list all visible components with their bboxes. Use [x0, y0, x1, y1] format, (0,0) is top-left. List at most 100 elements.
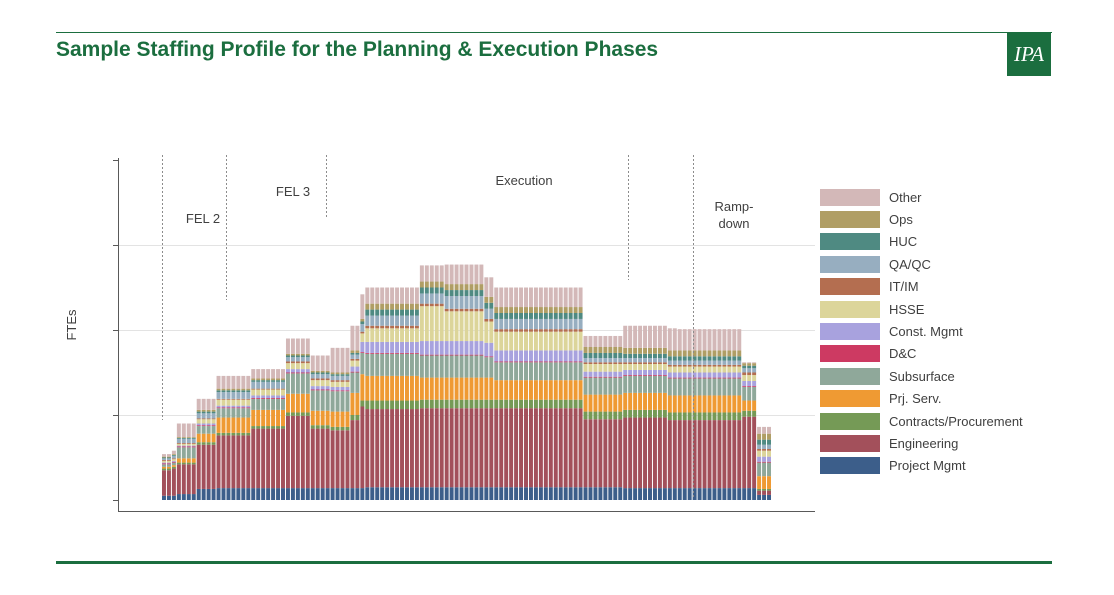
segment-const-mgmt: [226, 405, 231, 408]
segment-qa-qc: [608, 358, 613, 363]
segment-engineering: [548, 408, 553, 488]
segment-ops: [221, 388, 226, 391]
segment-huc: [464, 290, 469, 296]
segment-huc: [246, 390, 251, 393]
segment-prj-serv: [583, 394, 588, 412]
segment-engineering: [305, 415, 310, 489]
segment-huc: [162, 457, 166, 459]
segment-it-im: [593, 362, 598, 364]
segment-contracts-procurement: [687, 412, 692, 421]
segment-it-im: [315, 378, 320, 381]
segment-prj-serv: [484, 377, 489, 400]
segment-project-mgmt: [742, 488, 747, 500]
segment-d-c: [514, 361, 519, 363]
segment-it-im: [583, 362, 588, 364]
segment-const-mgmt: [196, 423, 201, 426]
segment-it-im: [355, 358, 360, 361]
segment-const-mgmt: [310, 386, 315, 390]
bar-107: [687, 329, 692, 500]
bar-91: [608, 335, 613, 500]
segment-other: [181, 423, 186, 438]
segment-prj-serv: [454, 377, 459, 400]
segment-ops: [603, 347, 608, 353]
segment-subsurface: [295, 373, 300, 394]
segment-prj-serv: [509, 380, 514, 400]
segment-contracts-procurement: [469, 399, 474, 409]
segment-huc: [454, 290, 459, 296]
segment-d-c: [702, 377, 707, 379]
segment-other: [251, 369, 256, 379]
segment-d-c: [300, 372, 305, 374]
segment-ops: [231, 388, 236, 391]
segment-qa-qc: [206, 413, 211, 419]
segment-project-mgmt: [350, 488, 355, 500]
segment-engineering: [380, 409, 385, 488]
segment-ops: [732, 350, 737, 357]
segment-hsse: [449, 311, 454, 342]
segment-huc: [414, 309, 419, 316]
segment-prj-serv: [494, 380, 499, 400]
segment-huc: [325, 372, 330, 375]
segment-d-c: [504, 361, 509, 363]
bar-16: [236, 375, 241, 500]
segment-qa-qc: [717, 360, 722, 365]
segment-const-mgmt: [558, 350, 563, 362]
segment-huc: [196, 411, 201, 414]
segment-qa-qc: [543, 318, 548, 330]
segment-ops: [747, 363, 752, 366]
segment-const-mgmt: [643, 369, 648, 376]
segment-hsse: [439, 306, 444, 342]
segment-engineering: [643, 417, 648, 489]
segment-ops: [707, 350, 712, 357]
segment-it-im: [504, 329, 509, 332]
segment-engineering: [211, 444, 216, 489]
segment-subsurface: [514, 362, 519, 381]
segment-contracts-procurement: [484, 399, 489, 409]
segment-other: [261, 369, 266, 379]
segment-huc: [747, 365, 752, 369]
segment-d-c: [251, 398, 256, 399]
segment-engineering: [588, 419, 593, 488]
segment-prj-serv: [236, 417, 241, 433]
segment-subsurface: [702, 378, 707, 396]
segment-d-c: [543, 361, 548, 363]
bar-40: [355, 325, 360, 500]
segment-ops: [494, 307, 499, 313]
segment-hsse: [707, 366, 712, 373]
segment-d-c: [325, 389, 330, 391]
segment-qa-qc: [166, 458, 171, 461]
segment-huc: [707, 356, 712, 361]
segment-hsse: [350, 360, 355, 367]
segment-const-mgmt: [459, 341, 464, 355]
segment-d-c: [162, 463, 166, 465]
segment-huc: [563, 313, 568, 319]
segment-other: [702, 329, 707, 351]
segment-it-im: [454, 308, 459, 312]
segment-ops: [662, 347, 667, 354]
segment-d-c: [742, 386, 747, 387]
segment-hsse: [162, 460, 166, 463]
segment-d-c: [375, 352, 380, 354]
segment-d-c: [400, 352, 405, 354]
segment-contracts-procurement: [623, 409, 628, 418]
segment-huc: [365, 309, 370, 316]
segment-prj-serv: [578, 380, 583, 400]
segment-d-c: [429, 354, 434, 356]
segment-hsse: [697, 366, 702, 373]
segment-huc: [290, 355, 295, 358]
segment-project-mgmt: [558, 487, 563, 500]
segment-prj-serv: [648, 392, 652, 410]
segment-prj-serv: [672, 395, 677, 413]
segment-hsse: [767, 450, 771, 457]
segment-contracts-procurement: [672, 412, 677, 421]
segment-huc: [519, 313, 524, 319]
segment-hsse: [717, 366, 722, 373]
segment-engineering: [484, 408, 489, 488]
segment-other: [414, 287, 419, 304]
segment-other: [514, 287, 519, 308]
segment-it-im: [538, 329, 543, 332]
segment-hsse: [256, 389, 261, 396]
segment-subsurface: [395, 353, 400, 376]
segment-other: [370, 287, 375, 304]
bar-123: [767, 426, 771, 500]
